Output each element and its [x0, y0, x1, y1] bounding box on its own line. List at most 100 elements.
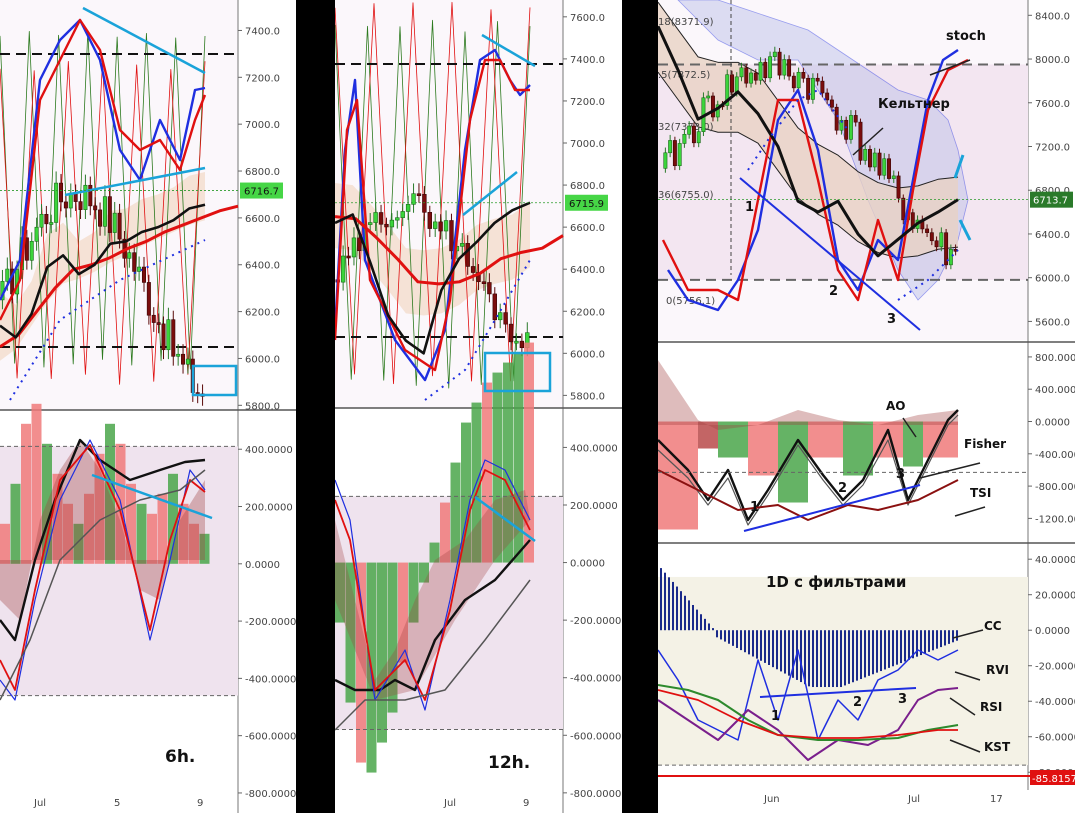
histogram-bar-12h — [492, 372, 503, 563]
candle-1d-candle — [677, 143, 682, 167]
highlight-box-12h — [483, 351, 552, 393]
candle-1d-candle — [749, 72, 753, 84]
current-price-tag-1d — [1030, 191, 1073, 208]
osc-axis-6h-tick-label: 0.0000 — [245, 560, 280, 571]
osc1-axis-1d-tick-label: -800.0000 — [1035, 482, 1075, 493]
candle-1d-candle — [672, 140, 677, 167]
candle-1d-candle — [853, 115, 858, 123]
candle-12h-candle — [395, 217, 400, 221]
candle-1d-candle — [934, 240, 939, 248]
fisher-black-1d — [658, 409, 959, 522]
candle-1d-candle — [768, 56, 773, 79]
rsi-purple-1d — [658, 687, 959, 761]
dotted-trend-1d-b — [897, 249, 959, 301]
trendline-cyan-osc-12h — [474, 495, 536, 543]
annotation-wave-3-osc2-1d: 3 — [898, 692, 907, 707]
candle-1d-candle — [944, 232, 949, 266]
osc-grey-12h — [335, 579, 531, 731]
candle-12h-candle — [416, 193, 422, 197]
candle-12h-candle — [378, 212, 384, 225]
candle-6h-candle — [24, 237, 29, 261]
current-price-tag-12h — [565, 194, 608, 211]
candle-1d-candle — [901, 197, 906, 221]
pointer-ao-1d — [902, 417, 917, 438]
candle-6h-candle — [181, 353, 186, 365]
osc2-axis-1d-tick-label: -60.0000 — [1035, 733, 1075, 744]
candle-1d-candle — [939, 232, 944, 248]
histogram-bar-6h — [147, 513, 157, 564]
candle-12h-candle — [340, 255, 346, 283]
candle-6h-candle — [176, 353, 181, 357]
pointer-stoch-1d — [929, 59, 971, 76]
candle-1d-candle — [791, 75, 796, 89]
osc-axis-12h-tick-label: -400.0000 — [570, 674, 621, 685]
candle-12h-candle — [481, 281, 487, 285]
candle-1d-candle — [782, 59, 787, 76]
candle-6h-candle — [127, 252, 132, 259]
price-axis-6h-tick-label: 6600.0 — [245, 214, 280, 225]
ma-red-6h — [0, 204, 239, 349]
candle-12h-candle — [433, 221, 438, 229]
annotation-rsi-1d: RSI — [980, 700, 1002, 714]
price-axis-6h-tick-label: 5800.0 — [245, 401, 280, 412]
histogram-bar-6h — [189, 523, 199, 564]
candle-12h-candle — [373, 212, 378, 223]
trendline-cyan-top-12h — [481, 33, 536, 68]
annotation-tsi-1d: TSI — [970, 486, 991, 500]
price-axis-1d-tick-label: 8000.0 — [1035, 55, 1070, 66]
candle-6h-candle — [171, 319, 176, 357]
osc-axis-12h-tick-label: 400.0000 — [570, 443, 618, 454]
fib-level-label: .5(7872.5) — [658, 70, 710, 81]
arrow-cyan-down-1d — [958, 219, 972, 241]
histogram-bar-6h — [126, 483, 136, 564]
pointer-tsi-1d — [954, 506, 986, 517]
price-axis-6h-tick-label: 7000.0 — [245, 120, 280, 131]
osc-axis-6h-tick-label: 200.0000 — [245, 503, 293, 514]
histogram-bar-12h — [450, 462, 461, 563]
candle-6h-candle — [107, 196, 112, 233]
candle-1d-candle — [682, 133, 687, 144]
price-axis-6h-tick-label: 6200.0 — [245, 308, 280, 319]
histogram-bar-6h — [136, 503, 147, 564]
osc1-axis-1d-tick-label: -400.0000 — [1035, 450, 1075, 461]
candle-1d-candle — [758, 61, 763, 81]
x-tick-label-6h: Jul — [33, 798, 46, 809]
histogram-bar-6h — [168, 473, 178, 564]
fib-level-label: 36(6755.0) — [658, 190, 714, 201]
x-tick-label-1d: 17 — [990, 794, 1003, 805]
histogram-bar-6h — [52, 473, 63, 564]
price-axis-1d-tick-label: 7600.0 — [1035, 99, 1070, 110]
histogram-bar-12h — [345, 562, 356, 703]
candle-12h-candle — [508, 323, 514, 343]
osc-axis-12h-tick-label: 200.0000 — [570, 501, 618, 512]
candle-6h-candle — [78, 201, 83, 210]
osc2-current-tag-1d — [1030, 770, 1075, 785]
tsi-red-1d — [658, 469, 959, 521]
histogram-bar-12h — [398, 562, 408, 663]
histogram-bar-12h — [461, 422, 471, 563]
ma-black-6h — [0, 203, 206, 339]
candle-12h-candle — [503, 312, 508, 325]
annotation-ao-1d: AO — [886, 399, 906, 413]
price-axis-6h-tick-label: 7400.0 — [245, 26, 280, 37]
candle-1d-candle — [834, 106, 839, 131]
osc2-axis-1d-tick-label: 20.0000 — [1035, 591, 1075, 602]
candle-1d-candle — [844, 119, 849, 140]
candle-1d-candle — [825, 92, 830, 101]
candle-6h-candle — [166, 319, 171, 351]
candle-1d-candle — [882, 158, 887, 176]
osc-red-6h — [0, 444, 206, 691]
annotation-wave-3-1d: 3 — [887, 312, 896, 327]
candle-6h-candle — [98, 209, 103, 227]
candle-1d-candle — [891, 175, 896, 179]
price-axis-1d-tick-label: 6000.0 — [1035, 274, 1070, 285]
ao-bar-1d — [778, 421, 808, 503]
histogram-bar-6h — [21, 423, 31, 564]
candle-1d-candle — [925, 228, 930, 233]
annotation-kst-1d: KST — [984, 740, 1011, 754]
osc2-zone-1d — [658, 576, 1028, 766]
fib-level-label: 32(7373.0) — [658, 122, 714, 133]
stoch-blue-6h — [0, 18, 206, 301]
pointer-kst-1d — [949, 739, 981, 753]
annotation-wave-2-osc2-1d: 2 — [853, 695, 862, 710]
